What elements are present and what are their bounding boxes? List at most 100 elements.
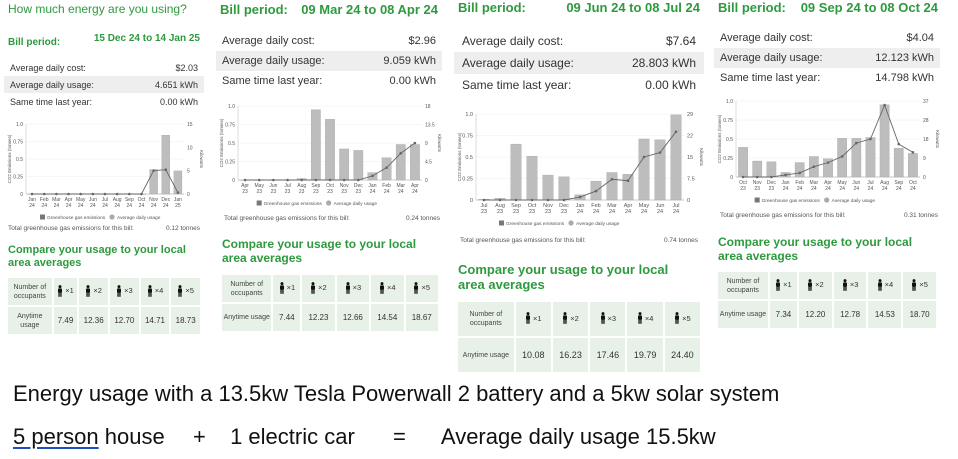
emissions-bar (908, 153, 918, 178)
usage-row: Anytime usage 7.44 12.23 12.66 14.54 18.67 (222, 304, 438, 331)
y-tick-label: 0.75 (225, 123, 235, 129)
person-icon (117, 284, 122, 297)
row-label: Average daily usage: (222, 55, 325, 67)
person-icon (526, 312, 531, 324)
caption-person-link[interactable]: 5 person (13, 424, 99, 449)
occupants-label: Number of occupants (458, 302, 514, 336)
y2-tick-label: 9 (425, 141, 428, 147)
usage-average: 18.67 (405, 304, 438, 331)
row-label: Same time last year: (720, 72, 821, 84)
x-tick-label: 24 (625, 209, 631, 215)
usage-point (164, 168, 168, 172)
legend-line-label: Average daily usage (334, 201, 378, 207)
usage-point (658, 151, 662, 154)
usage-point (626, 179, 630, 183)
usage-point (840, 155, 844, 158)
person-icon (912, 278, 917, 291)
daily-usage-row: Average daily usage: 12.123 kWh (714, 48, 940, 68)
occupant-count: ×2 (552, 302, 589, 336)
row-label: Average daily usage: (720, 52, 823, 64)
y-axis-title: CO2 Emissions (tonnes) (717, 114, 722, 163)
summary: Average daily cost: $2.03 Average daily … (4, 59, 204, 110)
occupant-label: ×4 (154, 286, 164, 295)
x-tick-label: 24 (811, 186, 817, 192)
usage-point (530, 198, 534, 202)
total-value: 0.12 tonnes (166, 225, 200, 232)
occupant-count: ×1 (273, 275, 301, 302)
row-value: 28.803 kWh (631, 56, 696, 70)
x-tick-label: Jan (576, 203, 585, 209)
occupant-count: ×5 (903, 272, 936, 299)
caption-line-1: Energy usage with a 13.5kw Tesla Powerwa… (13, 381, 780, 406)
y2-tick-label: 18 (923, 137, 929, 143)
compare-table-4: Number of occupants ×1 ×2 ×3 ×4 ×5 Anytime usa… (716, 270, 938, 330)
x-tick-label: 24 (102, 203, 108, 209)
occupant-count: ×5 (405, 275, 438, 302)
y-tick-label: 1.0 (726, 99, 733, 105)
usage-point (357, 178, 360, 182)
emissions-bar (606, 172, 618, 201)
x-tick-label: 23 (529, 209, 535, 215)
caption-result: Average daily usage 15.5kw (440, 424, 716, 449)
usage-point (546, 198, 550, 202)
person-icon (563, 312, 568, 324)
y-tick-label: 0.5 (228, 141, 235, 147)
usage-point (42, 192, 46, 196)
person-icon (675, 312, 680, 324)
legend-bar-swatch (40, 214, 45, 220)
emissions-bar (879, 104, 890, 178)
usage-average: 12.36 (79, 307, 109, 334)
bill-period-label: Bill period: (8, 37, 61, 48)
person-icon (776, 278, 781, 291)
occupant-count: ×4 (371, 275, 404, 302)
bill-period-label: Bill period: (718, 0, 786, 15)
bill-period: Bill period: 15 Dec 24 to 14 Jan 25 (8, 33, 200, 48)
usage-point (770, 175, 773, 179)
x-tick-label: 24 (868, 186, 874, 192)
usage-point (578, 195, 582, 199)
usage-average: 12.66 (336, 304, 370, 331)
usage-point (286, 178, 289, 182)
x-tick-label: Jun (852, 180, 860, 186)
summary: Average daily cost: $7.64 Average daily … (454, 30, 704, 96)
x-tick-label: 24 (151, 203, 157, 209)
x-tick-label: Apr (624, 203, 633, 209)
emissions-bar (622, 174, 634, 201)
emissions-bar (339, 148, 349, 181)
occupant-count: ×3 (110, 278, 139, 305)
x-tick-label: Oct (528, 203, 537, 209)
x-tick-label: Feb (795, 180, 804, 186)
person-icon (147, 284, 152, 297)
usage-average: 14.54 (371, 304, 404, 331)
emissions-bar (823, 158, 833, 178)
y-axis-title: CO2 Emissions (tonnes) (457, 132, 462, 181)
x-tick-label: 23 (256, 189, 262, 195)
person-icon (279, 281, 284, 294)
bill-period-label: Bill period: (458, 0, 526, 15)
emissions-bar (395, 144, 406, 181)
usage-point (152, 169, 155, 172)
x-tick-label: Jul (284, 183, 290, 189)
usage-point (674, 130, 678, 134)
compare-title: Compare your usage to your local area av… (8, 244, 186, 269)
usage-average: 7.44 (273, 304, 301, 331)
emissions-bar (311, 109, 321, 181)
occupant-count: ×1 (53, 278, 78, 305)
usage-average: 7.34 (769, 301, 797, 328)
x-tick-label: 24 (854, 186, 860, 192)
emissions-bar (670, 114, 682, 201)
total-emissions: Total greenhouse gas emissions for this … (460, 237, 698, 244)
occupants-label: Number of occupants (8, 278, 52, 305)
emissions-chart-3: 0 0.25 0.5 0.75 1.0 0 7.5 15 22 29 CO2 Emissions (… (457, 112, 704, 227)
y-axis-title: CO2 Emissions (tonnes) (7, 134, 12, 183)
y-tick-label: 0.25 (13, 175, 23, 181)
daily-cost-row: Average daily cost: $2.03 (4, 59, 204, 76)
usage-row: Anytime usage 10.08 16.23 17.46 19.79 24.40 (458, 338, 700, 372)
last-year-row: Same time last year: 0.00 kWh (454, 74, 704, 96)
row-value: 0.00 kWh (389, 75, 436, 87)
usage-point (883, 103, 886, 107)
usage-average: 7.49 (53, 307, 78, 334)
y-tick-label: 0.25 (462, 177, 473, 183)
total-emissions: Total greenhouse gas emissions for this … (720, 212, 938, 219)
person-icon (414, 281, 419, 294)
